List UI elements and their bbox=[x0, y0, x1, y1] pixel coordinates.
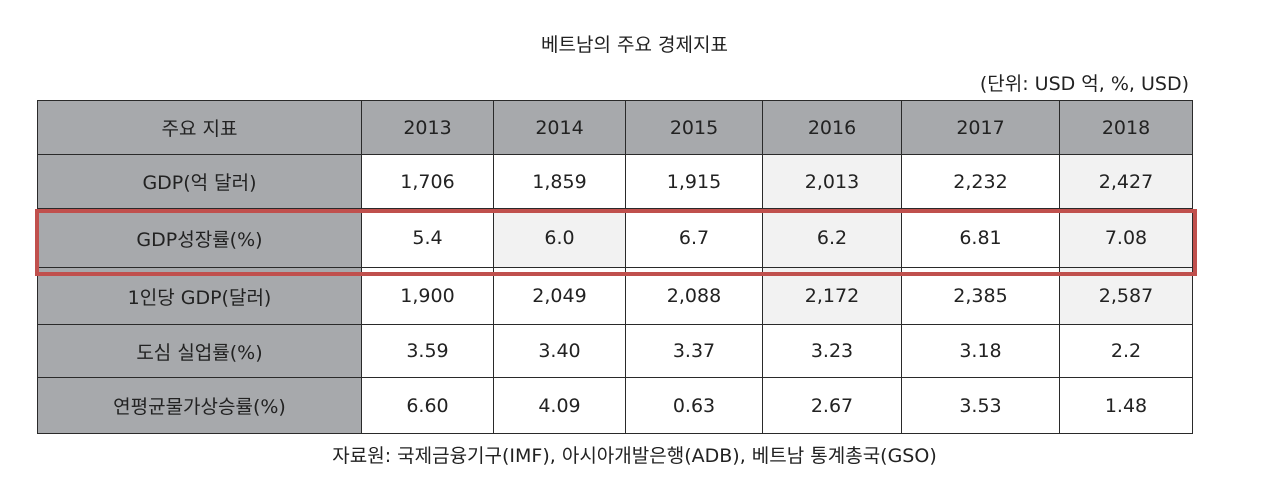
table-cell: 2,172 bbox=[762, 267, 902, 325]
table-cell: 2.2 bbox=[1059, 324, 1193, 378]
table-cell: 1,900 bbox=[361, 267, 494, 325]
header-year-2017: 2017 bbox=[901, 100, 1060, 155]
table-cell: 6.7 bbox=[625, 208, 763, 268]
header-year-2016: 2016 bbox=[762, 100, 902, 155]
header-indicator: 주요 지표 bbox=[37, 100, 362, 155]
header-year-2013: 2013 bbox=[361, 100, 494, 155]
table-cell: 2,385 bbox=[901, 267, 1060, 325]
table-cell: 6.0 bbox=[493, 208, 626, 268]
row-label-unemployment: 도심 실업률(%) bbox=[37, 324, 362, 378]
table-cell: 6.60 bbox=[361, 377, 494, 434]
table-cell: 7.08 bbox=[1059, 208, 1193, 268]
table-cell: 1,859 bbox=[493, 154, 626, 209]
table-row-gdp-per-capita: 1인당 GDP(달러) 1,900 2,049 2,088 2,172 2,38… bbox=[37, 267, 1193, 325]
table-cell: 1.48 bbox=[1059, 377, 1193, 434]
table-cell: 6.2 bbox=[762, 208, 902, 268]
source-note: 자료원: 국제금융기구(IMF), 아시아개발은행(ADB), 베트남 통계총국… bbox=[332, 445, 937, 467]
row-label-gdp-growth: GDP성장률(%) bbox=[37, 208, 362, 268]
table-cell: 3.53 bbox=[901, 377, 1060, 434]
table-cell: 5.4 bbox=[361, 208, 494, 268]
table-cell: 2,049 bbox=[493, 267, 626, 325]
table-cell: 2,088 bbox=[625, 267, 763, 325]
table-cell: 4.09 bbox=[493, 377, 626, 434]
table-row-gdp-growth: GDP성장률(%) 5.4 6.0 6.7 6.2 6.81 7.08 bbox=[37, 208, 1193, 268]
table-cell: 2,013 bbox=[762, 154, 902, 209]
table-cell: 1,706 bbox=[361, 154, 494, 209]
table-row-inflation: 연평균물가상승률(%) 6.60 4.09 0.63 2.67 3.53 1.4… bbox=[37, 377, 1193, 434]
table-cell: 2,587 bbox=[1059, 267, 1193, 325]
table-cell: 1,915 bbox=[625, 154, 763, 209]
header-year-2015: 2015 bbox=[625, 100, 763, 155]
table-cell: 2.67 bbox=[762, 377, 902, 434]
table-cell: 3.37 bbox=[625, 324, 763, 378]
table-cell: 2,232 bbox=[901, 154, 1060, 209]
row-label-inflation: 연평균물가상승률(%) bbox=[37, 377, 362, 434]
table-cell: 3.18 bbox=[901, 324, 1060, 378]
table-cell: 3.59 bbox=[361, 324, 494, 378]
row-label-gdp: GDP(억 달러) bbox=[37, 154, 362, 209]
header-row: 주요 지표 2013 2014 2015 2016 2017 2018 bbox=[37, 100, 1193, 155]
unit-note: (단위: USD 억, %, USD) bbox=[979, 73, 1189, 95]
row-label-gdp-per-capita: 1인당 GDP(달러) bbox=[37, 267, 362, 325]
table-cell: 6.81 bbox=[901, 208, 1060, 268]
table-cell: 0.63 bbox=[625, 377, 763, 434]
economic-indicators-table: 주요 지표 2013 2014 2015 2016 2017 2018 GDP(… bbox=[37, 100, 1193, 434]
table-row-gdp: GDP(억 달러) 1,706 1,859 1,915 2,013 2,232 … bbox=[37, 154, 1193, 209]
table-cell: 3.23 bbox=[762, 324, 902, 378]
header-year-2014: 2014 bbox=[493, 100, 626, 155]
table-cell: 3.40 bbox=[493, 324, 626, 378]
table-cell: 2,427 bbox=[1059, 154, 1193, 209]
header-year-2018: 2018 bbox=[1059, 100, 1193, 155]
table-row-unemployment: 도심 실업률(%) 3.59 3.40 3.37 3.23 3.18 2.2 bbox=[37, 324, 1193, 378]
table-title: 베트남의 주요 경제지표 bbox=[541, 34, 728, 56]
